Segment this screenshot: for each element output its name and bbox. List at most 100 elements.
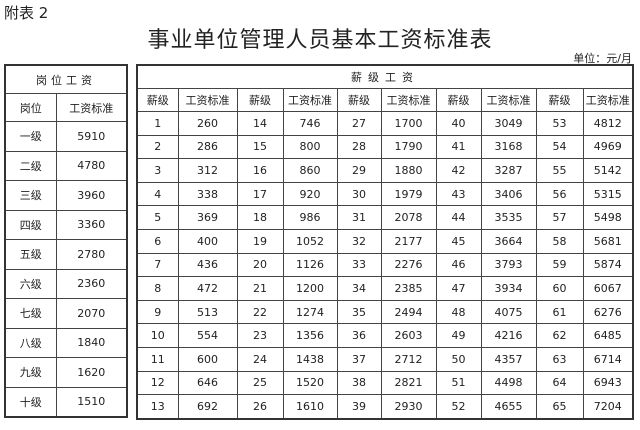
grade-level-cell: 11 [136,346,179,372]
grade-salary-cell: 6485 [582,323,634,348]
post-salary-cell: 2780 [55,239,128,270]
grade-level-cell: 18 [236,205,284,230]
table-row: 12 646 25 1520 38 2821 51 4498 64 6943 [136,370,634,396]
grade-level-cell: 5 [136,205,179,230]
table-row: 7 436 20 1126 33 2276 46 3793 59 5874 [136,252,634,278]
table-row: 九级 1620 [4,357,128,388]
grade-salary-cell: 6943 [582,370,634,396]
post-salary-cell: 2360 [55,268,128,299]
grade-salary-cell: 3793 [480,252,537,278]
grade-salary-cell: 3535 [480,205,537,230]
post-level-cell: 四级 [4,209,57,240]
table-row: 10 554 23 1356 36 2603 49 4216 62 6485 [136,323,634,348]
grade-level-cell: 40 [435,111,482,136]
post-table-heading: 岗位工资 [4,64,128,94]
grade-salary-cell: 6067 [582,276,634,301]
table-row: 4 338 17 920 30 1979 43 3406 56 5315 [136,181,634,207]
grade-level-cell: 51 [435,370,482,396]
grade-salary-cell: 2494 [380,299,437,325]
table-row: 一级 5910 [4,121,128,152]
grade-level-cell: 25 [236,370,284,396]
table-row: 13 692 26 1610 39 2930 52 4655 65 7204 [136,394,634,420]
column-header: 薪级 [336,88,382,112]
grade-level-cell: 58 [535,228,584,254]
grade-salary-table: 薪级工资 薪级 工资标准 薪级 工资标准 薪级 工资标准 薪级 工资标准 薪级 工资标准 1 260… [136,64,634,420]
grade-level-cell: 15 [236,134,284,160]
grade-salary-cell: 3168 [480,134,537,160]
grade-level-cell: 64 [535,370,584,396]
table-row: 四级 3360 [4,209,128,240]
grade-salary-cell: 800 [282,134,338,160]
grade-salary-cell: 6714 [582,346,634,372]
grade-salary-cell: 1356 [282,323,338,348]
grade-salary-cell: 4357 [480,346,537,372]
table-row: 5 369 18 986 31 2078 44 3535 57 5498 [136,205,634,230]
grade-level-cell: 34 [336,276,382,301]
grade-level-cell: 53 [535,111,584,136]
grade-level-cell: 45 [435,228,482,254]
table-row: 6 400 19 1052 32 2177 45 3664 58 5681 [136,228,634,254]
grade-salary-cell: 5681 [582,228,634,254]
grade-level-cell: 27 [336,111,382,136]
grade-level-cell: 55 [535,158,584,183]
grade-level-cell: 56 [535,181,584,207]
grade-salary-cell: 1610 [282,394,338,420]
table-row: 3 312 16 860 29 1880 42 3287 55 5142 [136,158,634,183]
grade-level-cell: 3 [136,158,179,183]
post-salary-cell: 4780 [55,150,128,181]
grade-level-cell: 6 [136,228,179,254]
table-heading-row: 岗位工资 [4,64,128,94]
grade-salary-cell: 1979 [380,181,437,207]
grade-level-cell: 47 [435,276,482,301]
grade-salary-cell: 2177 [380,228,437,254]
table-row: 八级 1840 [4,327,128,358]
post-level-cell: 五级 [4,239,57,270]
grade-salary-cell: 1274 [282,299,338,325]
grade-level-cell: 41 [435,134,482,160]
grade-level-cell: 30 [336,181,382,207]
grade-salary-cell: 472 [177,276,238,301]
grade-level-cell: 16 [236,158,284,183]
grade-level-cell: 43 [435,181,482,207]
column-header: 岗位 [4,93,57,122]
grade-salary-cell: 4812 [582,111,634,136]
grade-salary-cell: 860 [282,158,338,183]
table-row: 六级 2360 [4,268,128,299]
grade-salary-cell: 400 [177,228,238,254]
grade-salary-cell: 4655 [480,394,537,420]
grade-salary-cell: 5874 [582,252,634,278]
grade-salary-cell: 3287 [480,158,537,183]
post-level-cell: 八级 [4,327,57,358]
grade-salary-cell: 4969 [582,134,634,160]
grade-salary-cell: 7204 [582,394,634,420]
table-row: 二级 4780 [4,150,128,181]
column-header: 工资标准 [582,88,634,112]
grade-salary-cell: 2078 [380,205,437,230]
grade-salary-cell: 746 [282,111,338,136]
grade-level-cell: 50 [435,346,482,372]
grade-level-cell: 13 [136,394,179,420]
column-header: 工资标准 [480,88,537,112]
grade-salary-cell: 692 [177,394,238,420]
grade-salary-cell: 369 [177,205,238,230]
grade-salary-cell: 646 [177,370,238,396]
table-row: 9 513 22 1274 35 2494 48 4075 61 6276 [136,299,634,325]
column-header: 薪级 [136,88,179,112]
grade-salary-cell: 260 [177,111,238,136]
table-heading-row: 薪级工资 [136,64,634,89]
post-salary-cell: 5910 [55,121,128,152]
table-row: 8 472 21 1200 34 2385 47 3934 60 6067 [136,276,634,301]
unit-label: 单位：元/月 [573,52,632,65]
post-level-cell: 十级 [4,386,57,418]
grade-table-heading: 薪级工资 [136,64,634,89]
post-salary-cell: 2070 [55,298,128,329]
grade-level-cell: 2 [136,134,179,160]
table-row: 2 286 15 800 28 1790 41 3168 54 4969 [136,134,634,160]
grade-level-cell: 44 [435,205,482,230]
grade-level-cell: 39 [336,394,382,420]
post-salary-cell: 3360 [55,209,128,240]
post-level-cell: 六级 [4,268,57,299]
grade-level-cell: 57 [535,205,584,230]
grade-salary-cell: 1438 [282,346,338,372]
grade-level-cell: 8 [136,276,179,301]
